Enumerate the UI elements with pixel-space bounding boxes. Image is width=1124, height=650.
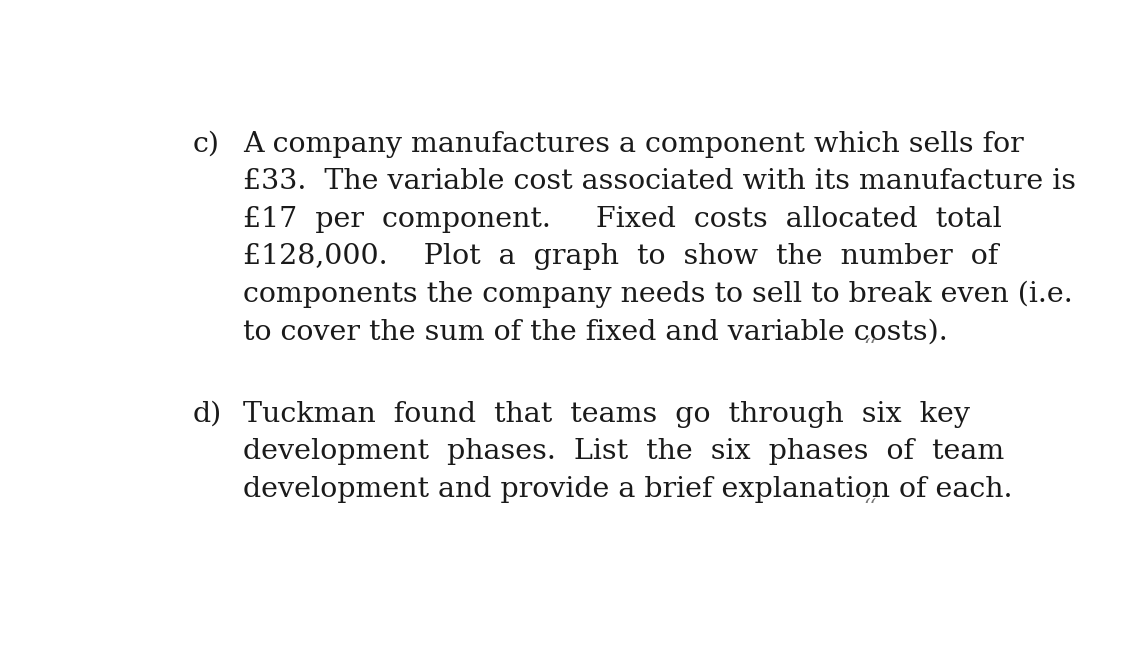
Text: components the company needs to sell to break even (i.e.: components the company needs to sell to … bbox=[243, 281, 1073, 308]
Text: £33.  The variable cost associated with its manufacture is: £33. The variable cost associated with i… bbox=[243, 168, 1077, 195]
Text: Tuckman  found  that  teams  go  through  six  key: Tuckman found that teams go through six … bbox=[243, 401, 970, 428]
Text: £128,000.    Plot  a  graph  to  show  the  number  of: £128,000. Plot a graph to show the numbe… bbox=[243, 243, 998, 270]
Text: development and provide a brief explanation of each.: development and provide a brief explanat… bbox=[243, 476, 1013, 503]
Text: d): d) bbox=[193, 401, 223, 428]
Text: development  phases.  List  the  six  phases  of  team: development phases. List the six phases … bbox=[243, 438, 1005, 465]
Text: £17  per  component.     Fixed  costs  allocated  total: £17 per component. Fixed costs allocated… bbox=[243, 205, 1003, 233]
Text: ‘‘: ‘‘ bbox=[863, 499, 877, 517]
Text: ‘‘: ‘‘ bbox=[863, 338, 877, 358]
Text: c): c) bbox=[193, 131, 220, 157]
Text: to cover the sum of the fixed and variable costs).: to cover the sum of the fixed and variab… bbox=[243, 318, 948, 345]
Text: A company manufactures a component which sells for: A company manufactures a component which… bbox=[243, 131, 1024, 157]
